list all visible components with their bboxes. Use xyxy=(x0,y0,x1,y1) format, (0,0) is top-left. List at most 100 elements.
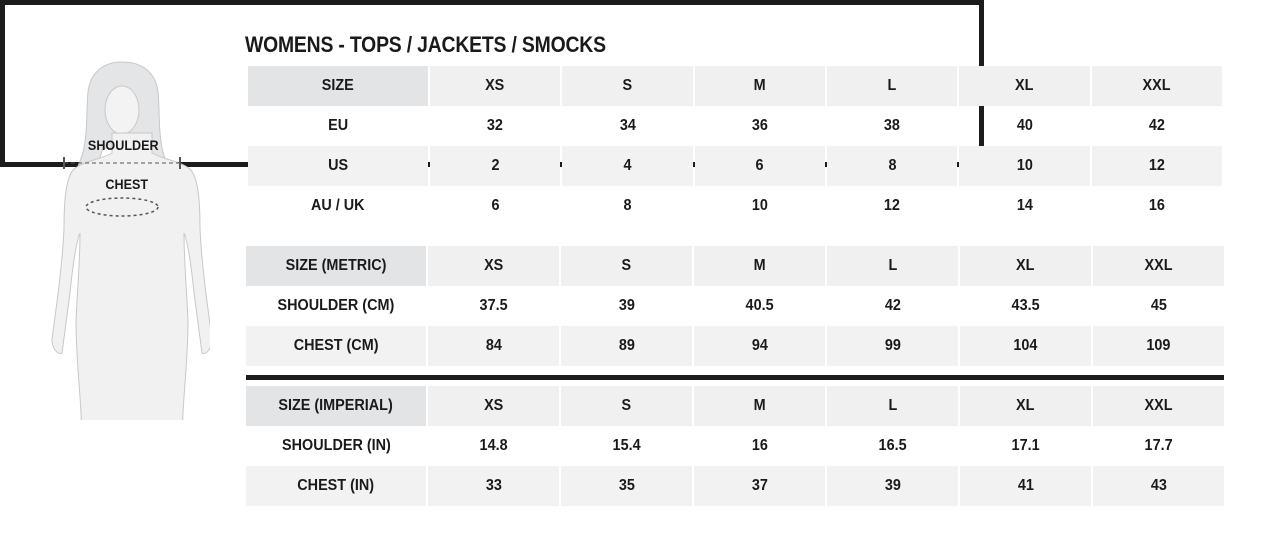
table-cell: 42 xyxy=(827,286,958,326)
table-cell: 16 xyxy=(1092,186,1222,226)
table-cell-text: 4 xyxy=(623,157,632,174)
table-cell-text: 109 xyxy=(1146,337,1171,354)
metric-size-table: SIZE (METRIC) XS S M L XL XXL SHOULDER (CM) 37.5… xyxy=(246,246,1224,366)
table-cell-text: 99 xyxy=(884,337,901,354)
table-cell-text: 45 xyxy=(1150,297,1167,314)
table-cell-text: 94 xyxy=(751,337,768,354)
table-cell: 104 xyxy=(960,326,1091,366)
table-cell-text: 36 xyxy=(751,117,768,134)
size-header-s-text: S xyxy=(621,397,632,414)
table-cell-text: 89 xyxy=(618,337,635,354)
row-label: EU xyxy=(248,106,428,146)
table-cell-text: 42 xyxy=(1148,117,1165,134)
table-cell: 6 xyxy=(430,186,560,226)
table-cell-text: 33 xyxy=(485,477,502,494)
size-header-xxl-text: XXL xyxy=(1142,77,1171,94)
row-label-text: SHOULDER (IN) xyxy=(281,437,391,454)
size-header-l: L xyxy=(826,66,958,106)
table-cell-text: 8 xyxy=(623,197,632,214)
imperial-size-table: SIZE (IMPERIAL) XS S M L XL XXL SHOULDER (IN) 14… xyxy=(246,386,1224,506)
table-cell: 34 xyxy=(562,106,692,146)
row-label-text: CHEST (CM) xyxy=(293,337,379,354)
size-header-xl: XL xyxy=(960,246,1091,286)
row-label: AU / UK xyxy=(248,186,428,226)
table-cell-text: 37.5 xyxy=(479,297,508,314)
table-cell: 45 xyxy=(1093,286,1224,326)
size-header-s: S xyxy=(561,246,692,286)
table-cell: 16.5 xyxy=(827,426,958,466)
table-cell-text: 10 xyxy=(1016,157,1033,174)
table-cell-text: 10 xyxy=(751,197,768,214)
size-conversion-table: SIZE XS S M L XL XXL EU 32 34 36 38 40 42 US 2 4 6 8 10 12 AU… xyxy=(248,66,1222,226)
table-cell-text: 41 xyxy=(1017,477,1034,494)
size-header-xl-text: XL xyxy=(1016,257,1035,274)
size-header-xl-text: XL xyxy=(1016,397,1035,414)
table-cell: 38 xyxy=(827,106,957,146)
table-cell: 43.5 xyxy=(960,286,1091,326)
header-label: SIZE xyxy=(248,66,428,106)
table-cell: 94 xyxy=(694,326,825,366)
row-label: SHOULDER (IN) xyxy=(246,426,426,466)
row-label: CHEST (CM) xyxy=(246,326,426,366)
table-cell: 6 xyxy=(694,146,825,186)
size-header-l: L xyxy=(827,386,958,426)
table-cell: 10 xyxy=(695,186,825,226)
table-cell: 42 xyxy=(1092,106,1222,146)
table-cell: 41 xyxy=(960,466,1091,506)
table-cell: 109 xyxy=(1093,326,1224,366)
size-header-xs-text: XS xyxy=(483,257,504,274)
size-header-xl: XL xyxy=(959,66,1090,106)
table-cell-text: 42 xyxy=(884,297,901,314)
table-cell-text: 17.7 xyxy=(1144,437,1173,454)
size-header-l-text: L xyxy=(887,77,897,94)
row-label-text: EU xyxy=(327,117,348,134)
size-header-xl: XL xyxy=(960,386,1091,426)
table-cell: 12 xyxy=(1091,146,1222,186)
table-cell-text: 15.4 xyxy=(612,437,641,454)
size-header-m: M xyxy=(694,246,825,286)
row-label-text: CHEST (IN) xyxy=(297,477,375,494)
size-header-s-text: S xyxy=(622,77,633,94)
size-header-l-text: L xyxy=(888,397,897,414)
table-cell-text: 40.5 xyxy=(745,297,774,314)
table-cell: 37.5 xyxy=(428,286,559,326)
table-cell: 8 xyxy=(826,146,958,186)
table-cell-text: 34 xyxy=(619,117,636,134)
table-cell-text: 43.5 xyxy=(1011,297,1040,314)
table-cell-text: 12 xyxy=(1148,157,1165,174)
header-label-text: SIZE (METRIC) xyxy=(285,257,387,274)
table-cell: 10 xyxy=(959,146,1090,186)
size-header-xl-text: XL xyxy=(1015,77,1034,94)
table-cell: 12 xyxy=(827,186,957,226)
table-cell: 43 xyxy=(1093,466,1224,506)
row-label: CHEST (IN) xyxy=(246,466,426,506)
table-cell: 14 xyxy=(959,186,1089,226)
table-cell: 8 xyxy=(562,186,692,226)
table-cell-text: 16.5 xyxy=(878,437,907,454)
size-header-l-text: L xyxy=(888,257,897,274)
size-header-xs-text: XS xyxy=(485,77,505,94)
table-cell: 35 xyxy=(561,466,692,506)
table-cell: 16 xyxy=(694,426,825,466)
divider xyxy=(246,375,1224,380)
table-cell: 39 xyxy=(561,286,692,326)
size-header-m: M xyxy=(694,66,825,106)
table-cell: 14.8 xyxy=(428,426,559,466)
size-header-xxl: XXL xyxy=(1091,66,1222,106)
size-header-xs: XS xyxy=(428,386,559,426)
table-cell-text: 32 xyxy=(487,117,504,134)
size-header-s: S xyxy=(561,386,692,426)
table-cell: 40 xyxy=(959,106,1089,146)
row-label-text: AU / UK xyxy=(311,197,365,214)
table-cell: 4 xyxy=(562,146,693,186)
table-cell: 2 xyxy=(430,146,561,186)
table-cell-text: 14 xyxy=(1016,197,1033,214)
page-title: WOMENS - TOPS / JACKETS / SMOCKS xyxy=(245,32,606,57)
table-cell: 39 xyxy=(827,466,958,506)
table-cell-text: 84 xyxy=(485,337,502,354)
header-label: SIZE (METRIC) xyxy=(246,246,426,286)
size-header-l: L xyxy=(827,246,958,286)
header-label: SIZE (IMPERIAL) xyxy=(246,386,426,426)
table-cell-text: 14.8 xyxy=(479,437,508,454)
shoulder-label: SHOULDER xyxy=(87,137,159,153)
